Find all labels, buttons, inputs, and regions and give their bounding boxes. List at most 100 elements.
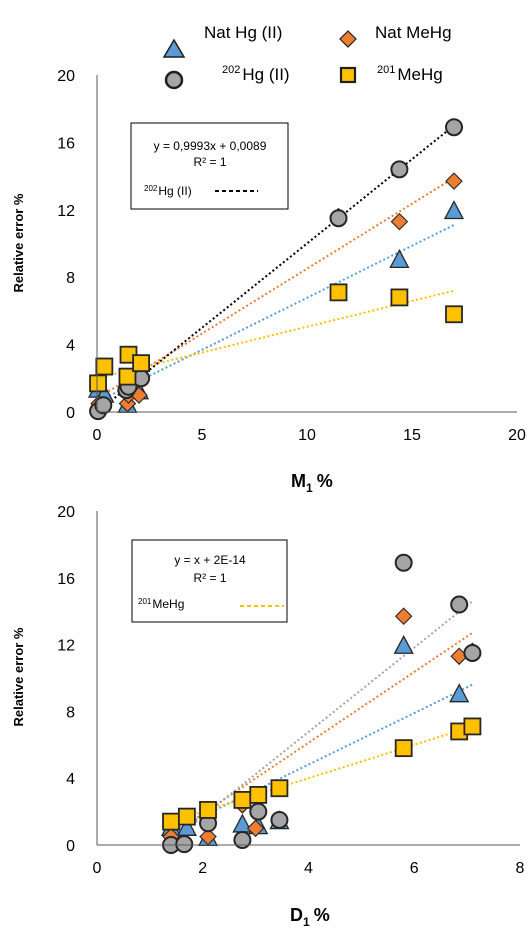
y-tick-label-bottom: 8 bbox=[66, 704, 75, 721]
annotation-bottom: y = x + 2E-14 R² = 1 201MeHg bbox=[131, 539, 288, 623]
x-axis-label-bottom: D1% bbox=[290, 905, 330, 929]
x-tick-label-top: 0 bbox=[93, 427, 102, 444]
annotation-series-top: 202Hg (II) bbox=[144, 184, 192, 198]
point-nat-hg-ii-bottom bbox=[393, 634, 414, 654]
legend-marker-mehg201 bbox=[339, 66, 357, 84]
point-nat-hg-ii-bottom bbox=[449, 683, 470, 703]
point-201mehg-top bbox=[329, 283, 348, 302]
annotation-series-top-rest: Hg (II) bbox=[158, 184, 191, 198]
point-nat-mehg-top bbox=[390, 212, 409, 231]
point-202hg-ii-bottom bbox=[233, 830, 252, 849]
x-axis-label-top-sub: 1 bbox=[306, 481, 313, 495]
legend-label-hg202: 202 Hg (II) bbox=[222, 64, 290, 84]
point-201mehg-top bbox=[118, 367, 137, 386]
point-201mehg-bottom bbox=[177, 807, 196, 826]
x-axis-label-bottom-sub: 1 bbox=[303, 915, 310, 929]
legend-label-nat-mehg: Nat MeHg bbox=[375, 23, 452, 42]
y-tick-label-bottom: 16 bbox=[57, 571, 75, 588]
annotation-series-top-sup: 202 bbox=[144, 184, 158, 193]
annotation-equation-top: y = 0,9993x + 0,0089 bbox=[154, 139, 267, 153]
point-202hg-ii-top bbox=[329, 209, 348, 228]
x-tick-label-bottom: 6 bbox=[410, 860, 419, 877]
y-tick-label-top: 16 bbox=[57, 135, 75, 152]
point-202hg-ii-bottom bbox=[463, 643, 482, 662]
annotation-r2-bottom: R² = 1 bbox=[193, 571, 226, 585]
annotation-top: y = 0,9993x + 0,0089 R² = 1 202Hg (II) bbox=[130, 122, 289, 210]
legend-marker-hg202 bbox=[164, 70, 184, 90]
y-tick-label-bottom: 20 bbox=[57, 504, 75, 521]
annotation-box-top bbox=[130, 122, 289, 210]
point-201mehg-bottom bbox=[199, 801, 217, 819]
point-201mehg-top bbox=[390, 288, 409, 307]
point-202hg-ii-bottom bbox=[394, 553, 413, 572]
point-201mehg-bottom bbox=[233, 791, 252, 809]
point-nat-hg-ii-top bbox=[443, 200, 465, 220]
legend-marker-nat-hg bbox=[162, 38, 186, 58]
x-tick-label-bottom: 0 bbox=[93, 860, 102, 877]
point-nat-mehg-bottom bbox=[246, 819, 265, 838]
chart-bottom: 0 2 4 6 8 0 4 8 12 16 20 Relative error % D1% y =… bbox=[11, 504, 525, 929]
legend-marker-nat-mehg bbox=[339, 30, 357, 48]
legend-label-nat-hg: Nat Hg (II) bbox=[204, 23, 282, 42]
y-ticks-bottom: 0 4 8 12 16 20 bbox=[57, 504, 75, 855]
point-nat-hg-ii-bottom bbox=[176, 816, 197, 836]
y-tick-label-bottom: 4 bbox=[66, 771, 75, 788]
point-202hg-ii-top bbox=[445, 118, 463, 137]
legend-label-hg202-rest: Hg (II) bbox=[242, 65, 289, 84]
point-202hg-ii-bottom bbox=[249, 802, 268, 821]
annotation-equation-bottom: y = x + 2E-14 bbox=[174, 553, 246, 567]
point-201mehg-top bbox=[445, 305, 463, 324]
x-tick-label-bottom: 8 bbox=[516, 860, 525, 877]
x-axis-label-bottom-main: D bbox=[290, 905, 303, 925]
point-201mehg-bottom bbox=[162, 812, 180, 831]
trendline-nat-hg-ii-top bbox=[96, 224, 455, 403]
y-axis-label-bottom: Relative error % bbox=[11, 627, 26, 726]
point-202hg-ii-bottom bbox=[450, 595, 469, 614]
trendlines-bottom bbox=[170, 600, 474, 843]
y-ticks-top: 0 4 8 12 16 20 bbox=[57, 68, 75, 422]
point-201mehg-bottom bbox=[394, 739, 413, 758]
annotation-series-bottom-rest: MeHg bbox=[152, 597, 184, 611]
trendline-202hg-ii-bottom bbox=[170, 600, 474, 843]
annotation-box-bottom bbox=[131, 539, 288, 623]
y-tick-label-top: 12 bbox=[57, 203, 75, 220]
points-bottom bbox=[160, 553, 482, 854]
x-axis-label-top-unit: % bbox=[317, 471, 333, 491]
point-202hg-ii-top bbox=[390, 160, 409, 179]
point-nat-hg-ii-top bbox=[389, 248, 410, 269]
y-tick-label-bottom: 12 bbox=[57, 638, 75, 655]
x-ticks-bottom: 0 2 4 6 8 bbox=[93, 860, 525, 877]
legend-label-mehg201-rest: MeHg bbox=[397, 65, 442, 84]
annotation-series-bottom: 201MeHg bbox=[138, 597, 184, 611]
points-top bbox=[87, 118, 465, 421]
y-tick-label-top: 0 bbox=[66, 405, 75, 422]
annotation-r2-top: R² = 1 bbox=[193, 155, 226, 169]
x-tick-label-bottom: 2 bbox=[198, 860, 207, 877]
x-axis-label-bottom-unit: % bbox=[314, 905, 330, 925]
point-202hg-ii-top bbox=[94, 396, 113, 415]
x-tick-label-top: 15 bbox=[403, 427, 421, 444]
annotation-series-bottom-sup: 201 bbox=[138, 597, 152, 606]
legend-label-mehg201-sup: 201 bbox=[377, 64, 395, 76]
y-axis-label-top: Relative error % bbox=[11, 193, 26, 292]
x-tick-label-top: 20 bbox=[508, 427, 526, 444]
point-201mehg-bottom bbox=[270, 779, 289, 798]
legend-label-mehg201: 201 MeHg bbox=[377, 64, 443, 84]
point-201mehg-top bbox=[89, 374, 107, 393]
x-ticks-top: 0 5 10 15 20 bbox=[93, 427, 526, 444]
legend-label-hg202-sup: 202 bbox=[222, 64, 240, 76]
trendline-201mehg-bottom bbox=[170, 725, 473, 823]
x-tick-label-bottom: 4 bbox=[304, 860, 313, 877]
point-201mehg-top bbox=[95, 357, 114, 376]
x-tick-label-top: 5 bbox=[198, 427, 207, 444]
point-201mehg-top bbox=[132, 354, 151, 373]
legend: Nat Hg (II) Nat MeHg 202 Hg (II) 201 MeHg bbox=[162, 23, 452, 90]
x-axis-label-top: M1% bbox=[291, 471, 333, 495]
y-tick-label-top: 4 bbox=[66, 338, 75, 355]
point-201mehg-bottom bbox=[249, 786, 268, 804]
y-tick-label-bottom: 0 bbox=[66, 838, 75, 855]
trendline-nat-hg-ii-bottom bbox=[170, 683, 473, 833]
x-axis-label-top-main: M bbox=[291, 471, 306, 491]
